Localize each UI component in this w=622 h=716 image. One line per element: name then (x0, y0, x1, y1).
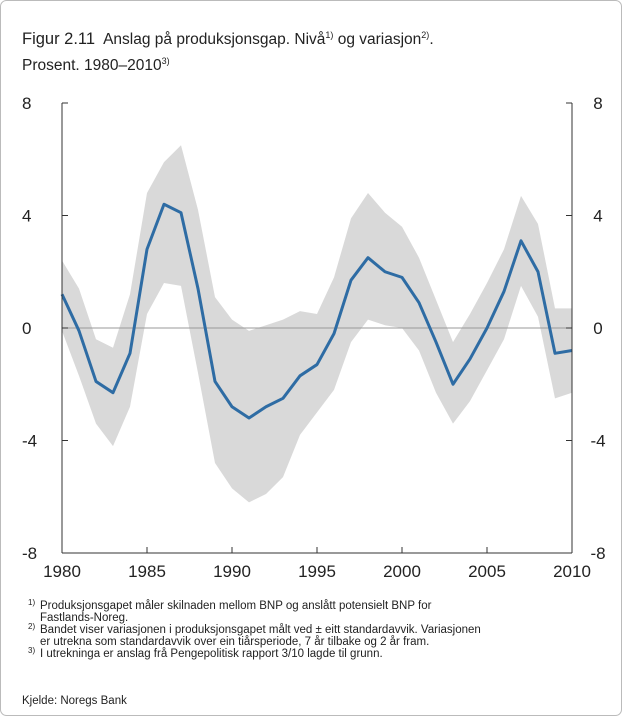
title-text: Prosent. 1980–2010 (22, 57, 162, 74)
y2-tick-label: 0 (593, 319, 602, 338)
y-tick-label: -4 (22, 432, 37, 451)
x-tick-label: 2005 (468, 562, 506, 581)
footnote-text: I utrekninga er anslag frå Pengepolitisk… (40, 648, 383, 660)
footnote-marker: 3) (28, 646, 35, 655)
source: Kjelde: Noregs Bank (22, 695, 127, 707)
x-tick-label: 1995 (298, 562, 336, 581)
title-text: Anslag på produksjonsgap. Nivå (103, 31, 326, 48)
gap-line (60, 202, 573, 420)
title-text: . (429, 31, 433, 48)
x-tick-label: 2010 (553, 562, 591, 581)
title-sup: 3) (162, 56, 170, 66)
footnote-marker: 2) (28, 622, 35, 631)
y-tick-label: 4 (22, 207, 31, 226)
y2-tick-label: 8 (593, 94, 602, 113)
figure-label: Figur 2.11 (22, 30, 95, 48)
y2-tick-label: -8 (590, 544, 605, 563)
x-tick-label: 1980 (43, 562, 81, 581)
footnote-text: Bandet viser variasjonen i produksjonsga… (40, 624, 481, 636)
footnote-text: Fastlands-Noreg. (40, 612, 128, 624)
title-text: og variasjon (333, 31, 421, 48)
footnote-marker: 1) (28, 598, 35, 607)
x-tick-label: 1985 (128, 562, 166, 581)
y2-tick-label: 4 (593, 207, 602, 226)
variation-band (62, 145, 572, 503)
y-tick-label: 0 (22, 319, 31, 338)
footnotes: 1) Produksjonsgapet måler skilnaden mello… (28, 598, 481, 660)
plot: -8 -4 0 4 8 -8 -4 0 4 8 1980 1985 1990 1995 2000 2005 20… (22, 94, 606, 581)
y-tick-label: -8 (22, 544, 37, 563)
title-sup: 1) (325, 30, 333, 40)
chart-title: Prosent. 1980–20103) (22, 56, 170, 74)
x-tick-label: 2000 (383, 562, 421, 581)
footnote-text: er utrekna som standardavvik over ein ti… (40, 636, 429, 648)
y2-tick-label: -4 (590, 432, 605, 451)
footnote-text: Produksjonsgapet måler skilnaden mellom … (40, 600, 432, 612)
chart-title: Figur 2.11 Anslag på produksjonsgap. Nivå… (22, 30, 434, 48)
y-tick-label: 8 (22, 94, 31, 113)
title-sup: 2) (421, 30, 429, 40)
x-tick-label: 1990 (213, 562, 251, 581)
